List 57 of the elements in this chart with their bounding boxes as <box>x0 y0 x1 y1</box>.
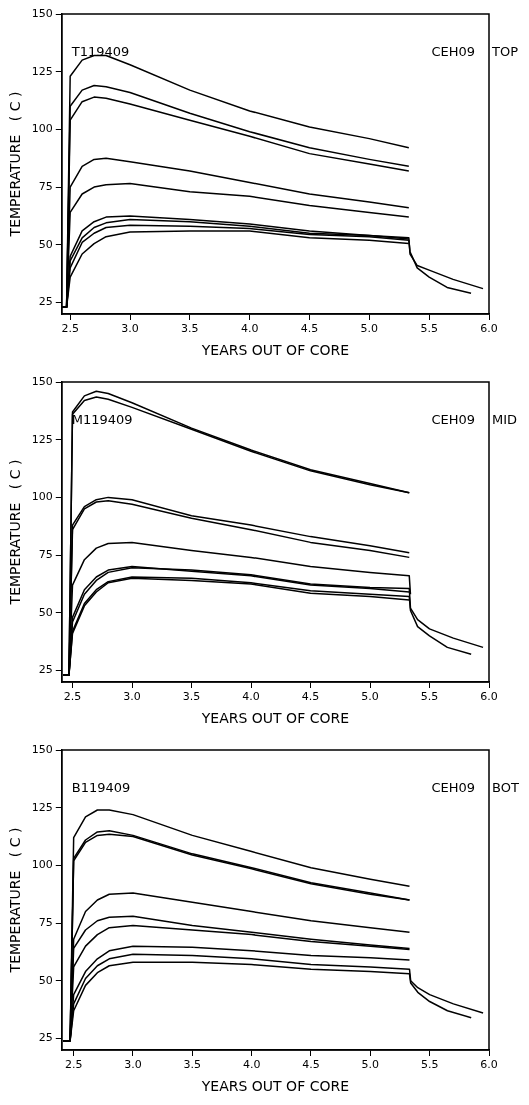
x-tick-label: 2.5 <box>61 322 79 336</box>
x-tick-label: 4.5 <box>300 322 319 336</box>
x-tick-label: 3.5 <box>182 690 201 704</box>
y-tick-label: 50 <box>38 605 53 619</box>
y-tick-label: 125 <box>31 64 53 78</box>
x-tick-label: 4.5 <box>302 1058 320 1072</box>
x-tick-label: 3.0 <box>123 690 141 704</box>
y-tick-label: 50 <box>38 973 53 987</box>
x-tick-label: 3.5 <box>181 322 199 336</box>
annotation: M119409 <box>71 412 133 428</box>
annotation: CEH09 <box>431 44 475 60</box>
x-axis-title: YEARS OUT OF CORE <box>200 710 349 727</box>
y-tick-label: 100 <box>31 858 53 872</box>
x-tick-label: 6.0 <box>480 690 498 704</box>
y-tick-label: 25 <box>38 663 53 677</box>
y-tick-label: 125 <box>31 432 53 446</box>
x-tick-label: 5.5 <box>420 690 439 704</box>
y-tick-label: 75 <box>38 915 53 929</box>
y-axis-title: TEMPERATURE ( C ) <box>7 91 24 238</box>
x-tick-label: 6.0 <box>480 322 498 336</box>
x-tick-label: 3.5 <box>183 1058 202 1072</box>
x-tick-label: 5.0 <box>361 1058 380 1072</box>
x-tick-label: 2.5 <box>63 690 82 704</box>
x-tick-label: 3.0 <box>121 322 139 336</box>
y-tick-label: 150 <box>31 742 53 756</box>
x-axis-title: YEARS OUT OF CORE <box>200 342 349 359</box>
y-tick-label: 100 <box>31 122 53 136</box>
y-tick-label: 75 <box>38 179 53 193</box>
x-tick-label: 4.0 <box>240 322 259 336</box>
x-tick-label: 5.0 <box>361 690 379 704</box>
x-tick-label: 4.0 <box>242 690 260 704</box>
x-tick-label: 6.0 <box>480 1058 498 1072</box>
y-tick-label: 25 <box>38 1031 53 1045</box>
x-tick-label: 4.0 <box>242 1058 261 1072</box>
x-axis-title: YEARS OUT OF CORE <box>200 1078 349 1095</box>
x-tick-label: 2.5 <box>64 1058 83 1072</box>
y-tick-label: 50 <box>38 237 53 251</box>
y-tick-label: 75 <box>38 547 53 561</box>
y-tick-label: 150 <box>31 374 53 388</box>
annotation: CEH09 <box>431 780 475 796</box>
x-tick-label: 4.5 <box>301 690 320 704</box>
y-tick-label: 125 <box>31 800 53 814</box>
x-tick-label: 3.0 <box>124 1058 142 1072</box>
x-tick-label: 5.0 <box>360 322 379 336</box>
annotation: CEH09 <box>431 412 475 428</box>
y-axis-title: TEMPERATURE ( C ) <box>7 827 24 974</box>
y-tick-label: 100 <box>31 490 53 504</box>
y-tick-label: 150 <box>31 6 53 20</box>
text: BOT <box>492 780 519 796</box>
annotation: T119409 <box>70 44 130 60</box>
text: TOP <box>491 44 519 60</box>
y-axis-title: TEMPERATURE ( C ) <box>7 459 24 606</box>
x-tick-label: 5.5 <box>420 1058 439 1072</box>
annotation: B119409 <box>71 780 131 796</box>
x-tick-label: 5.5 <box>420 322 438 336</box>
y-tick-label: 25 <box>38 295 53 309</box>
text: MID <box>492 412 518 428</box>
